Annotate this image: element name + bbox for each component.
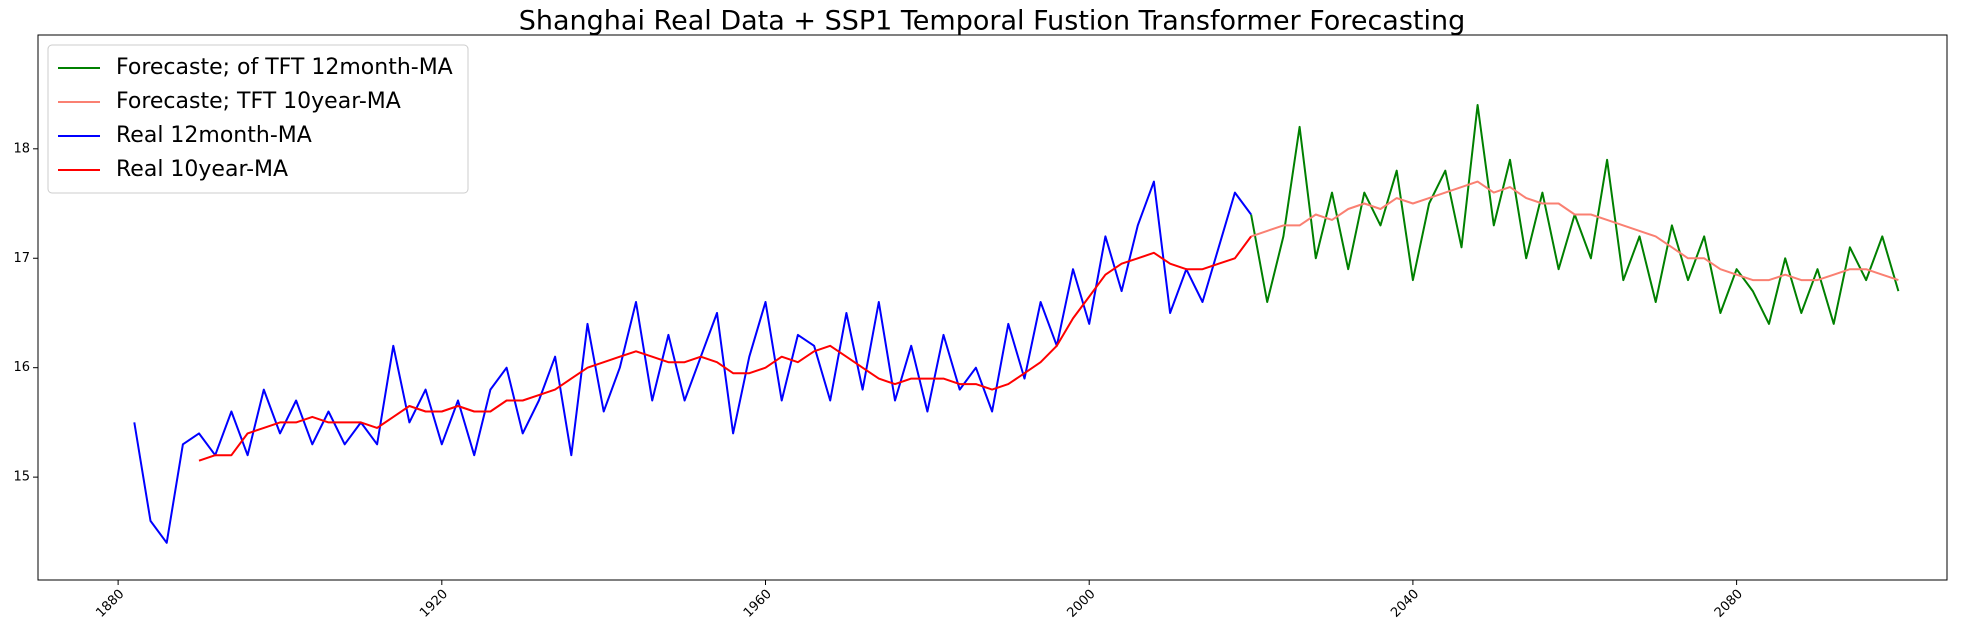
x-tick-label: 2040 xyxy=(1388,587,1422,621)
plot-frame xyxy=(37,34,1948,581)
y-tick-label: 16 xyxy=(13,360,30,375)
x-tick-label: 2080 xyxy=(1712,587,1746,621)
legend-box xyxy=(47,44,469,194)
series-line xyxy=(198,235,1252,462)
y-tick-label: 15 xyxy=(13,470,30,485)
legend-label: Forecaste; TFT 10year-MA xyxy=(116,89,401,114)
chart-title: Shanghai Real Data + SSP1 Temporal Fusti… xyxy=(519,6,1466,37)
legend-label: Forecaste; of TFT 12month-MA xyxy=(116,55,453,80)
series-line xyxy=(133,180,1252,544)
x-tick-label: 1880 xyxy=(93,587,127,621)
series-line xyxy=(1250,180,1899,282)
x-tick-label: 2000 xyxy=(1065,587,1099,621)
legend-label: Real 12month-MA xyxy=(116,123,312,148)
y-tick-label: 17 xyxy=(13,251,30,266)
legend: Forecaste; of TFT 12month-MA Forecaste; T… xyxy=(47,44,469,194)
y-tick-label: 18 xyxy=(13,141,30,156)
x-tick-label: 1920 xyxy=(417,587,451,621)
legend-label: Real 10year-MA xyxy=(116,157,288,182)
x-tick-label: 1960 xyxy=(741,587,775,621)
